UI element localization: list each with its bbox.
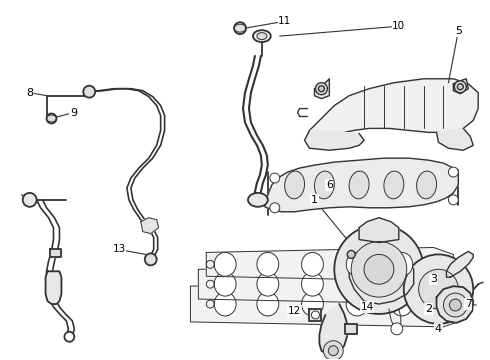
Circle shape [418,269,458,309]
Circle shape [351,242,407,297]
Polygon shape [49,249,61,257]
Circle shape [145,253,157,265]
Ellipse shape [214,252,236,276]
Circle shape [23,193,37,207]
Ellipse shape [301,292,323,316]
Text: 2: 2 [425,304,432,314]
Polygon shape [198,264,458,304]
Circle shape [347,251,355,258]
Polygon shape [46,271,61,304]
Ellipse shape [346,252,368,276]
Ellipse shape [391,252,413,276]
Text: 8: 8 [26,88,33,98]
Circle shape [83,86,95,98]
Polygon shape [437,129,473,150]
Polygon shape [265,158,458,212]
Ellipse shape [416,171,437,199]
Ellipse shape [285,171,305,199]
Circle shape [443,293,467,317]
Ellipse shape [301,272,323,296]
Polygon shape [191,281,464,327]
Text: 4: 4 [435,324,442,334]
Ellipse shape [391,272,413,296]
Text: 9: 9 [70,108,77,117]
Circle shape [457,84,464,90]
Ellipse shape [257,33,267,40]
Circle shape [318,86,324,92]
Circle shape [448,167,458,177]
Ellipse shape [384,171,404,199]
Circle shape [316,83,327,95]
Text: 13: 13 [112,244,125,255]
Text: 1: 1 [311,195,318,205]
Polygon shape [359,218,399,243]
Polygon shape [446,251,473,277]
Text: 7: 7 [465,299,472,309]
Polygon shape [310,79,478,135]
Polygon shape [349,247,414,304]
Text: 11: 11 [278,16,292,26]
Circle shape [448,195,458,205]
Circle shape [449,299,461,311]
Text: 5: 5 [455,26,462,36]
Circle shape [328,346,338,356]
Polygon shape [345,324,357,334]
Ellipse shape [349,171,369,199]
Ellipse shape [391,292,413,316]
Circle shape [270,173,280,183]
Circle shape [234,22,246,34]
Circle shape [391,323,403,335]
Text: 12: 12 [288,306,301,316]
Ellipse shape [315,171,334,199]
Ellipse shape [346,272,368,296]
Circle shape [270,203,280,213]
Circle shape [64,332,74,342]
Ellipse shape [433,292,454,316]
Circle shape [312,311,319,319]
Circle shape [404,255,473,324]
Ellipse shape [301,252,323,276]
Polygon shape [319,304,347,355]
Circle shape [364,255,394,284]
Text: 14: 14 [361,302,374,312]
Ellipse shape [257,252,279,276]
Polygon shape [315,79,329,99]
Polygon shape [437,286,473,323]
Ellipse shape [214,292,236,316]
Text: 10: 10 [392,21,405,31]
Text: 3: 3 [430,274,437,284]
Circle shape [323,341,343,360]
Polygon shape [305,130,364,150]
Polygon shape [453,79,468,94]
Ellipse shape [248,193,268,207]
Text: 6: 6 [326,180,333,190]
Circle shape [47,113,56,123]
Ellipse shape [257,272,279,296]
Ellipse shape [257,292,279,316]
Polygon shape [206,247,453,281]
Ellipse shape [253,30,271,42]
Polygon shape [310,309,321,321]
Ellipse shape [346,292,368,316]
Circle shape [454,81,466,93]
Circle shape [334,225,424,314]
Ellipse shape [214,272,236,296]
Polygon shape [141,218,159,234]
